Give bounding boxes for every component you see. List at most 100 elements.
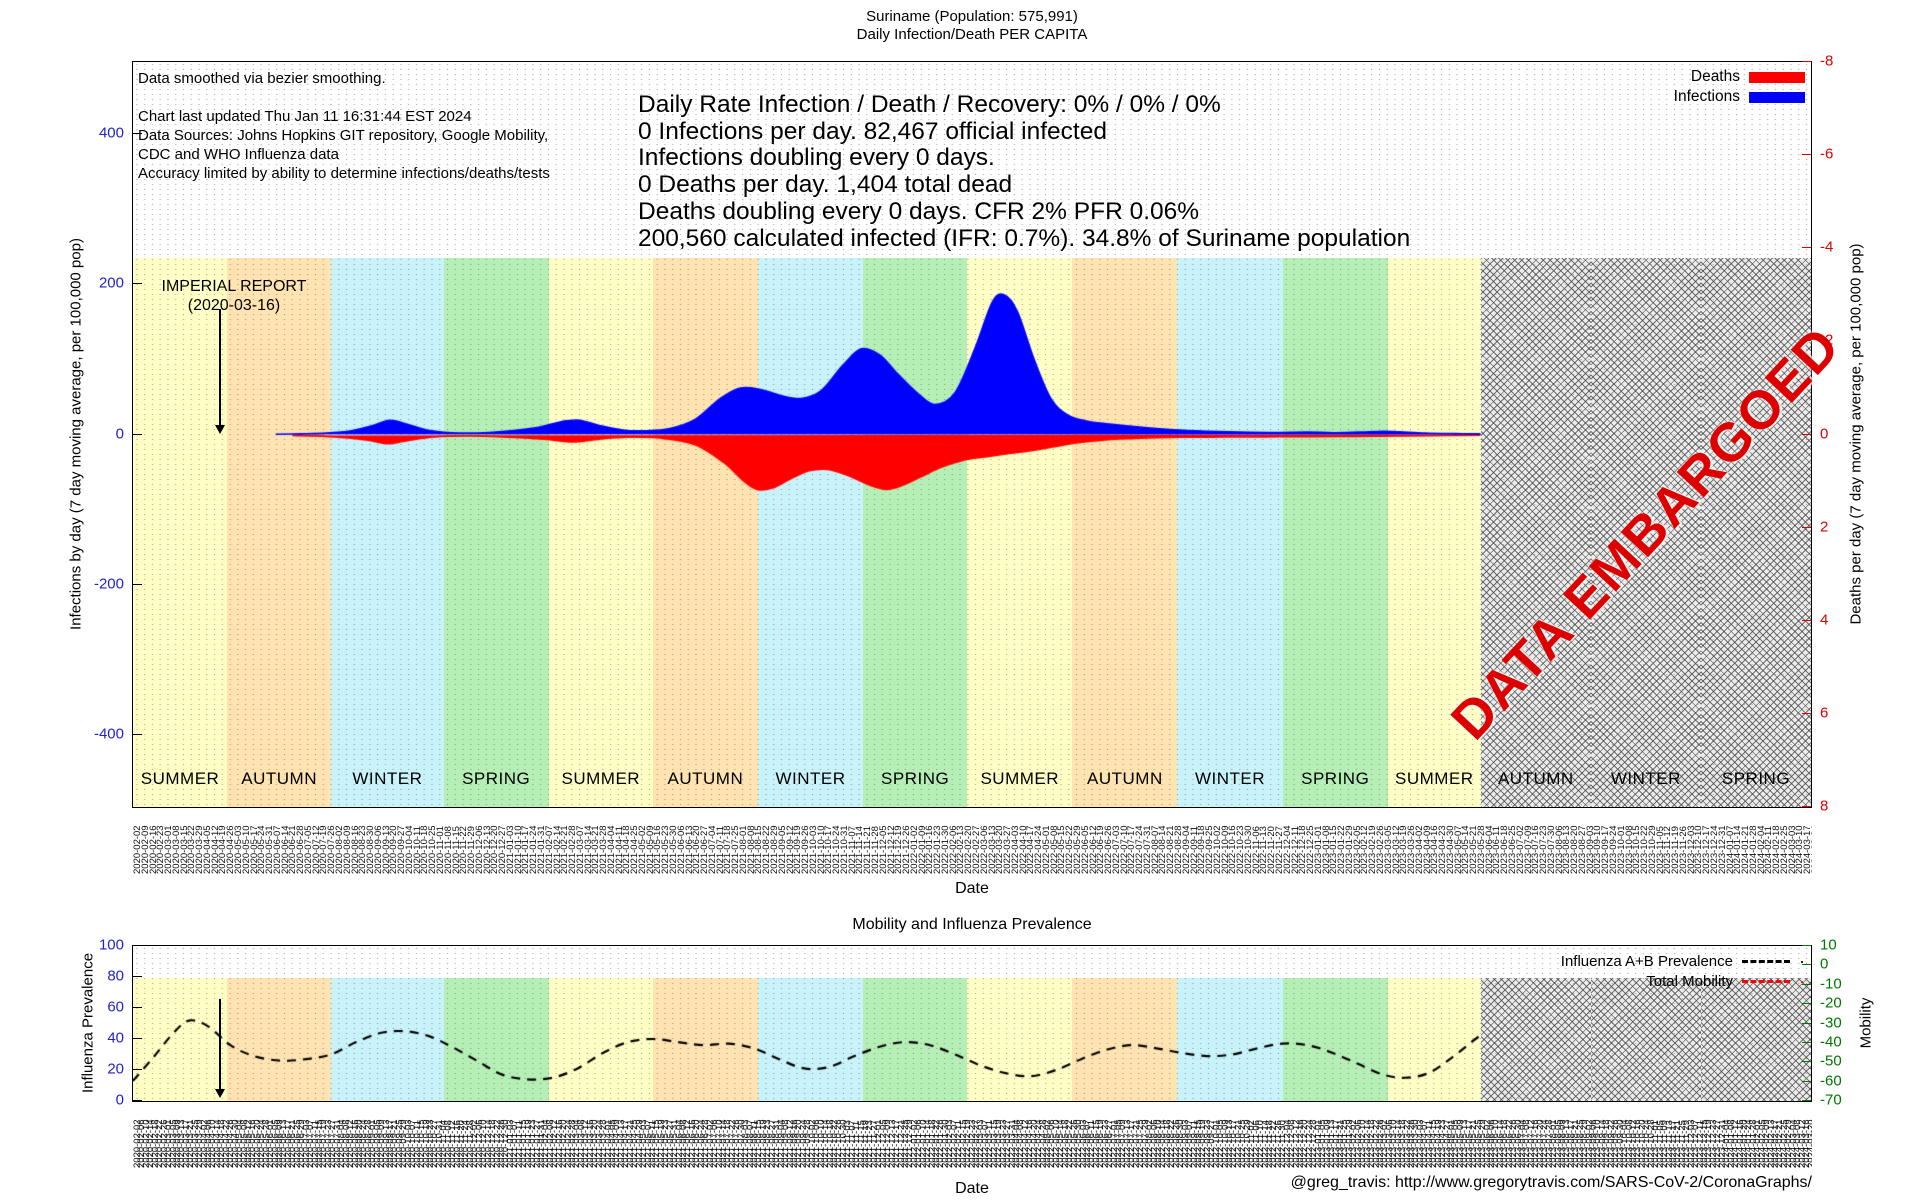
chart-title: Suriname (Population: 575,991) [866,8,1078,25]
tick-label: 2 [1820,518,1829,536]
tick-mark [1802,1003,1811,1005]
main-legend: Deaths Infections [1674,67,1805,107]
legend-line-swatch [1742,979,1790,983]
stat-line: Deaths doubling every 0 days. CFR 2% PFR… [638,197,1200,225]
legend-swatch [1749,71,1805,83]
tick-label: 400 [98,124,124,142]
tick-label: -60 [1820,1072,1842,1090]
tick-mark [133,976,142,977]
tick-mark [1802,1100,1811,1101]
tick-label: 10 [1820,936,1837,954]
legend-point-swatch: · [1799,951,1805,971]
tick-mark [1802,526,1811,528]
tick-mark [1802,1041,1811,1043]
tick-mark [1802,433,1811,435]
tick-label: -200 [93,575,124,593]
tick-mark [1802,712,1811,714]
tick-label: 4 [1820,611,1829,629]
chart-subtitle: Daily Infection/Death PER CAPITA [856,26,1088,43]
tick-mark [133,733,142,735]
tick-mark [1802,61,1811,62]
bottom-chart-title: Mobility and Influenza Prevalence [852,916,1092,933]
stat-line: Daily Rate Infection / Death / Recovery:… [638,91,1221,118]
left-axis-title: Infections by day (7 day moving average,… [67,238,85,630]
legend-deaths: Deaths [1674,67,1805,87]
tick-label: 80 [107,967,124,985]
tick-mark [1802,619,1811,621]
tick-label: 0 [115,1091,124,1109]
tick-label: 200 [98,274,124,292]
tick-mark [1802,1061,1811,1063]
tick-label: 60 [107,998,124,1016]
tick-label: -70 [1820,1091,1842,1109]
tick-label: -20 [1820,994,1842,1012]
tick-mark [133,433,142,435]
note-line: Data Sources: Johns Hopkins GIT reposito… [138,127,549,145]
tick-mark [133,583,142,585]
tick-mark [1802,964,1811,966]
legend-label: Influenza A+B Prevalence [1560,952,1733,970]
tick-mark [133,1038,142,1039]
note-line: Data smoothed via bezier smoothing. [138,70,386,87]
tick-label: -2 [1820,331,1834,349]
bottom-report-arrow [215,999,225,1098]
note-line [138,88,550,107]
tick-label: 0 [1820,425,1829,442]
tick-label: 40 [107,1029,124,1047]
tick-label: 100 [98,936,124,954]
imperial-report-arrow [215,309,225,434]
stat-line: Infections doubling every 0 days. [638,144,995,172]
tick-mark [1802,806,1811,807]
main-date-tick-strip: 2020-02-02 2020-02-09 2020-02-16 2020-02-23… [132,810,1812,878]
main-plot: SUMMER AUTUMN WINTER SPRING SUMMER AUTUMN WINT… [132,61,1852,808]
tick-label: -4 [1820,238,1834,256]
mobility-influenza-plot: Influenza A+B Prevalence · Total Mobility · [132,945,1812,1102]
infections-deaths-canvas [133,62,1811,807]
stat-line: 0 Infections per day. 82,467 official in… [638,117,1107,145]
imperial-report-line1: IMPERIAL REPORT [161,278,307,295]
tick-label: 0 [115,425,124,442]
legend-infections: Infections [1674,87,1805,107]
bottom-date-axis-label: Date [955,1180,989,1197]
influenza-canvas [133,946,1811,1101]
tick-mark [133,1007,142,1008]
stat-line: 0 Deaths per day. 1,404 total dead [638,171,1013,199]
tick-mark [1802,1080,1811,1082]
legend-influenza-a-b-prevalence: Influenza A+B Prevalence · [1561,951,1805,971]
tick-mark [1802,340,1811,342]
legend-label: Infections [1673,88,1740,105]
date-tick-label: 2024-03-24 [1810,1119,1812,1168]
tick-label: 0 [1820,955,1829,973]
note-line: Accuracy limited by ability to determine… [138,165,550,183]
legend-line-swatch [1742,959,1790,963]
tick-label: -30 [1820,1014,1842,1031]
imperial-report-line2: (2020-03-16) [187,296,281,314]
credit-text: @greg_travis: http://www.gregorytravis.c… [1290,1174,1812,1191]
stat-line: 200,560 calculated infected (IFR: 0.7%).… [638,224,1411,252]
tick-label: -400 [93,725,124,743]
tick-label: 6 [1820,704,1829,722]
tick-label: -8 [1820,52,1834,70]
tick-label: 8 [1820,797,1829,815]
tick-mark [133,945,142,946]
notes-block: Data smoothed via bezier smoothing. Chart… [138,69,550,183]
main-date-axis-label: Date [955,880,989,897]
tick-label: -40 [1820,1033,1842,1051]
legend-label: Total Mobility [1646,972,1733,990]
mobility-axis-title: Mobility [1857,997,1875,1049]
date-tick-label: 2024-03-24 [1810,825,1812,874]
tick-mark [133,1100,142,1101]
tick-label: -50 [1820,1052,1842,1070]
stats-block: Daily Rate Infection / Death / Recovery:… [638,91,1411,252]
legend-label: Deaths [1690,68,1740,85]
bottom-date-tick-strip: 2020-02-02 2020-02-06 2020-02-10 2020-02-14… [132,1104,1812,1172]
legend-point-swatch: · [1799,971,1805,991]
tick-mark [1802,247,1811,249]
tick-mark [1802,983,1811,985]
bottom-legend: Influenza A+B Prevalence · Total Mobility · [1561,951,1805,991]
tick-label: 20 [107,1060,124,1078]
note-line: Chart last updated Thu Jan 11 16:31:44 E… [138,108,472,126]
tick-mark [133,133,142,135]
imperial-report-label: IMPERIAL REPORT (2020-03-16) [139,278,329,316]
tick-label: -6 [1820,145,1834,163]
